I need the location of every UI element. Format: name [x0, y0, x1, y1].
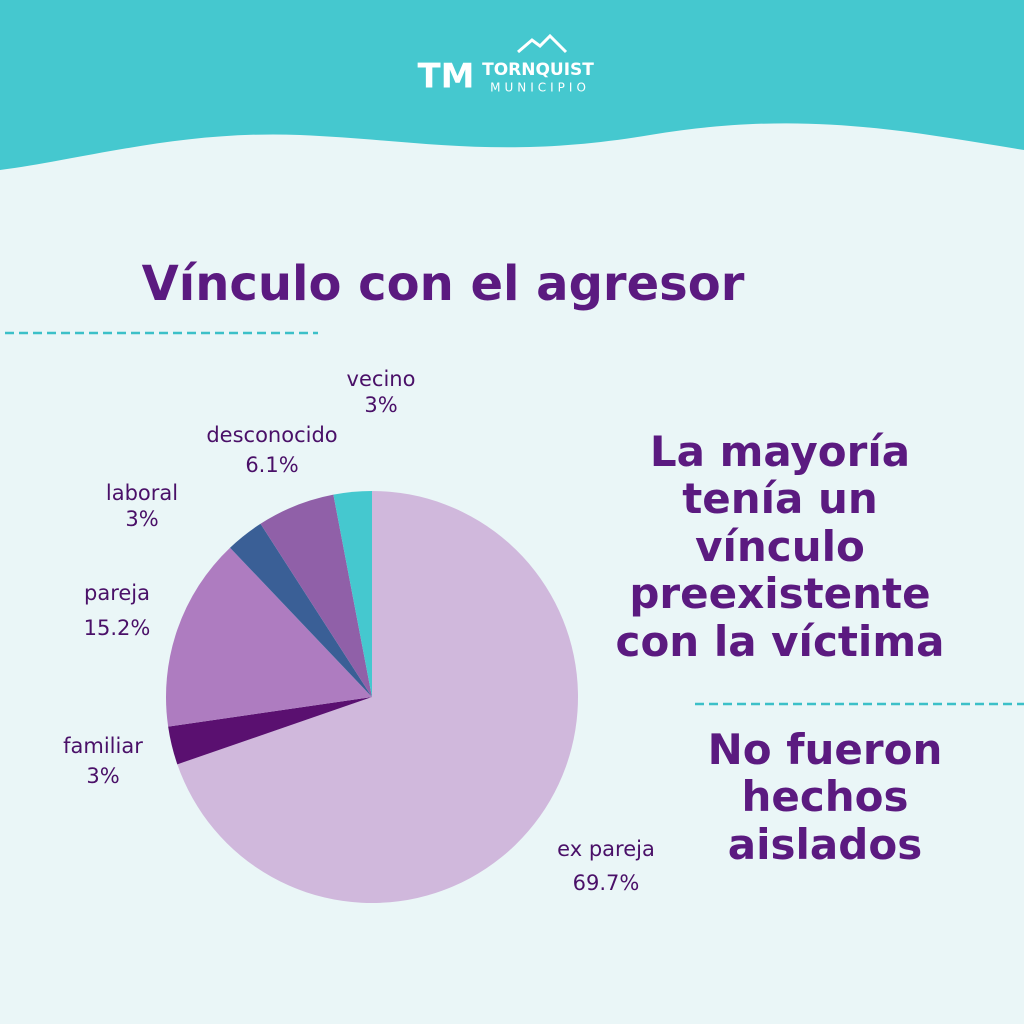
pie-slice	[333, 491, 372, 697]
header-band	[0, 0, 1024, 170]
pie-slice	[260, 494, 372, 697]
slice-label: ex pareja	[557, 837, 655, 861]
slice-label: vecino	[347, 367, 416, 391]
slice-value: 15.2%	[84, 616, 151, 640]
slice-label: pareja	[84, 581, 150, 605]
note: La mayoría tenía un vínculo preexistente…	[615, 427, 945, 666]
slice-value: 3%	[364, 393, 397, 417]
pie-slice	[177, 491, 578, 903]
slice-label: desconocido	[206, 423, 337, 447]
logo-mark: TM	[417, 57, 474, 97]
slice-label: laboral	[106, 481, 178, 505]
pie-slice	[168, 697, 372, 765]
note: No fueron hechos aislados	[707, 725, 943, 869]
slice-value: 3%	[125, 507, 158, 531]
slice-value: 6.1%	[245, 453, 298, 477]
slice-label: familiar	[63, 734, 143, 758]
slice-value: 3%	[86, 764, 119, 788]
logo-icon	[517, 33, 568, 54]
logo-sub: MUNICIPIO	[490, 81, 590, 95]
pie-slice	[166, 547, 372, 727]
slice-value: 69.7%	[573, 871, 640, 895]
chart-title: Vínculo con el agresor	[142, 256, 745, 312]
logo-name: TORNQUIST	[482, 60, 594, 80]
pie-slice	[230, 523, 372, 697]
